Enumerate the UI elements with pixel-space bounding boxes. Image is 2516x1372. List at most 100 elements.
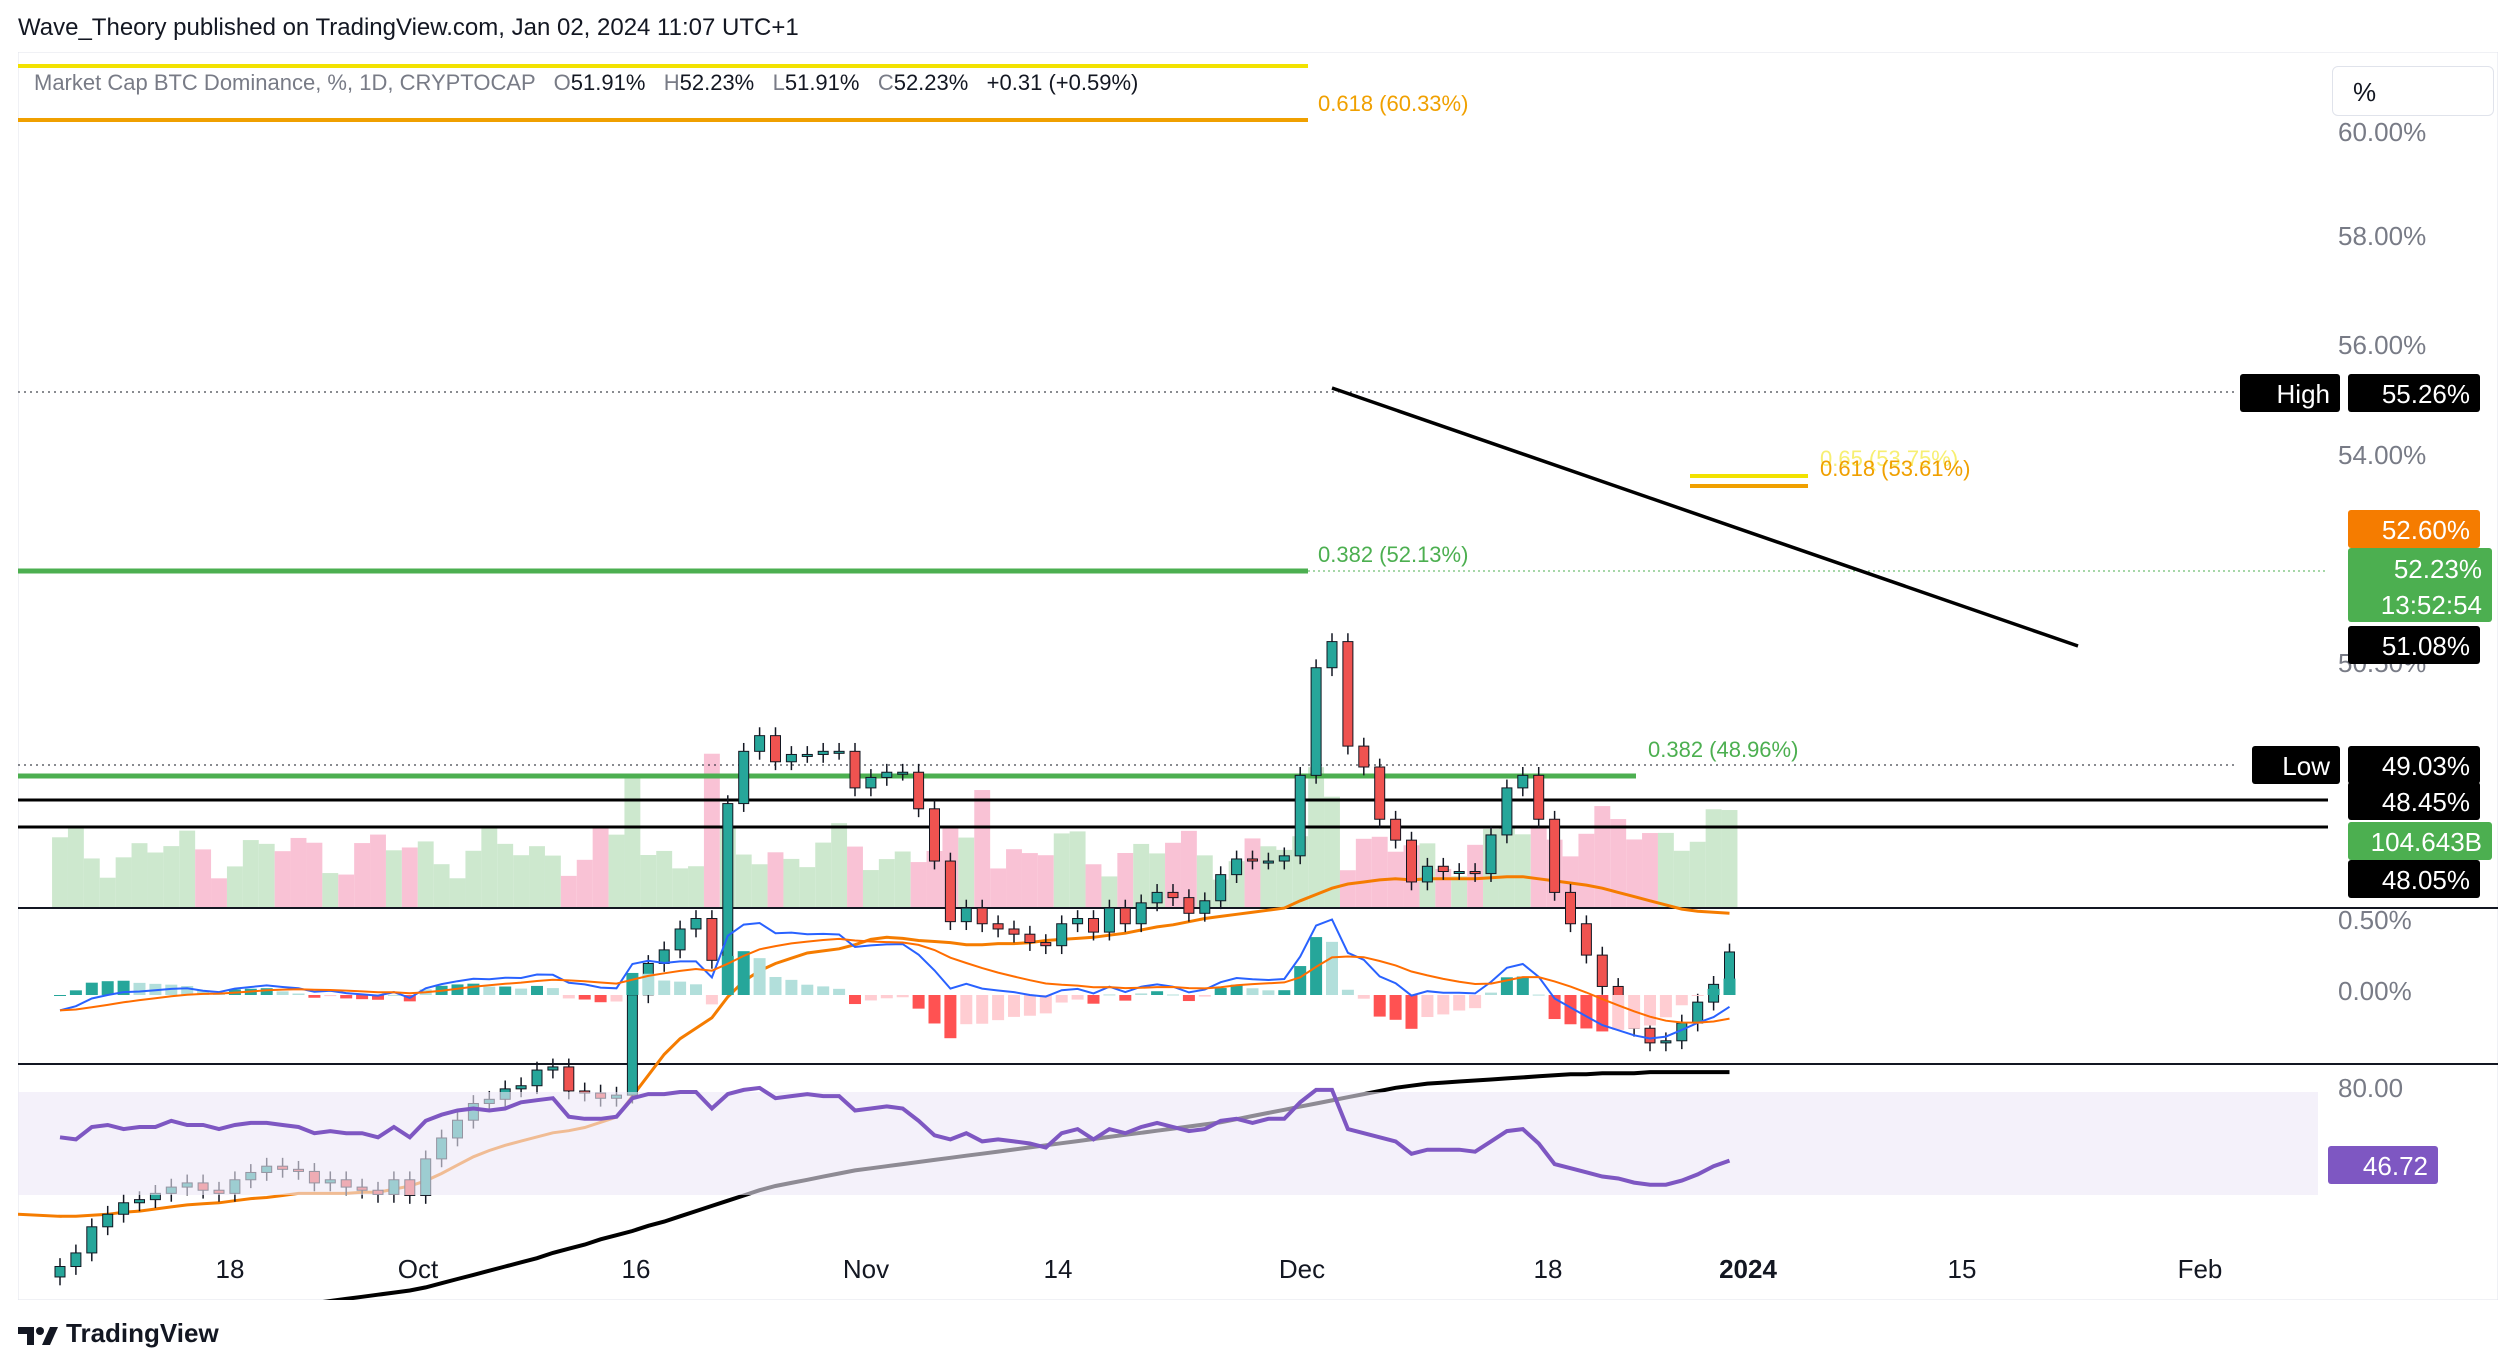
legend-low-label: L [772,70,785,95]
volume-bar [513,855,530,908]
candle [1167,884,1179,906]
x-axis-tick: Dec [1279,1254,1325,1284]
candle [1040,934,1052,955]
volume-bar [1339,870,1356,908]
macd-histogram-bar [1469,995,1482,1009]
candle-body [1549,818,1561,893]
candle-body [944,860,956,923]
level2-value-tag-bg [2348,860,2480,898]
macd-histogram-bar [1071,995,1084,1000]
high-value-tag-bg [2348,374,2480,412]
candle [738,742,750,812]
candle [1374,758,1386,828]
candle [1056,915,1068,955]
volume-bar [799,867,816,908]
volume-bar [449,878,466,908]
candle [1135,894,1147,933]
signal-line [59,937,1730,1024]
candle-body [1215,874,1227,902]
macd-histogram-bar [387,994,400,996]
macd-histogram-bar [546,988,559,995]
macd-histogram-bar [928,995,941,1024]
volume-bar [958,837,975,908]
candle [1326,633,1338,677]
low-label-tag-text: Low [2282,751,2330,781]
candle-body [1056,923,1068,947]
volume-bar [831,823,848,908]
high-label-tag: High [2240,374,2340,412]
legend-low: 51.91% [784,70,860,95]
macd-histogram-bar [880,995,893,999]
macd-histogram-bar [1230,984,1243,995]
volume-bar [1276,849,1293,908]
current-price-tag-bg [2348,548,2492,622]
macd-histogram-bar [515,988,528,995]
candle-body [1088,918,1099,933]
legend-open: 51.91% [570,70,646,95]
ema200-value-tag-bg [2348,626,2480,664]
chart-canvas[interactable]: 0.618 (60.33%) 0.65 (53.75%)0.618 (53.61%… [18,52,2498,1300]
candle [785,746,797,771]
volume-bar [67,828,84,908]
percent-scale-toggle[interactable]: % [2332,66,2494,116]
volume-bar [131,843,148,908]
candle [833,742,845,760]
volume-bar [1610,819,1627,908]
volume-bar [847,846,863,908]
macd-histogram-bar [1723,978,1736,995]
candle [1342,633,1354,755]
macd-histogram-bar [1675,995,1688,1006]
candle-body [1119,907,1131,925]
candle-body [865,776,877,789]
volume-bar [385,850,402,908]
macd-histogram-bar [1055,995,1068,1003]
macd-histogram-bar [1405,995,1418,1029]
volume-bar [179,830,196,908]
fib-label-orange-mid: 0.618 (53.61%) [1820,456,1970,481]
volume-bar [1498,827,1515,908]
macd-histogram-bar [1485,992,1497,995]
fib-label-yellow-mid: 0.65 (53.75%) [1820,446,1958,471]
candle [674,920,686,959]
level1-value-tag-text: 48.45% [2382,787,2470,817]
candle [1008,920,1020,943]
macd-histogram-bar [467,983,480,995]
publisher-header: Wave_Theory published on TradingView.com… [18,14,799,41]
candle-body [1151,891,1163,904]
macd-histogram-bar [292,993,305,995]
macd-histogram-bar [133,982,146,995]
fib-label-low: 0.382 (48.96%) [1648,737,1798,762]
candle [1469,863,1481,882]
volume-bar [306,842,323,908]
candle [992,915,1004,938]
macd-histogram-bar [976,995,989,1024]
macd-histogram-bar [705,995,718,1005]
candle [1517,767,1529,797]
volume-bar [878,859,895,908]
volume-bar [1037,855,1054,908]
candle-body [1517,774,1529,789]
volume-bar [1165,842,1181,908]
candle [881,763,893,786]
volume-bar [608,834,625,908]
volume-bar [401,847,418,908]
volume-bar [974,790,991,908]
candle-body [690,918,702,930]
macd-histogram-bar [801,984,814,995]
volume-bar [688,866,704,908]
current-price-value: 52.23% [2394,554,2482,584]
volume-bar [751,864,768,908]
rsi-band [18,1092,2318,1195]
candle-body [118,1202,130,1215]
candle [770,727,781,771]
candle-body [706,918,718,961]
volume-bar [910,862,927,908]
macd-histogram-bar [1294,966,1307,995]
candle [70,1244,82,1275]
macd-histogram-bar [753,958,766,995]
volume-bar [1657,832,1674,908]
candle [801,746,813,763]
candle-body [1183,897,1195,914]
candle-body [102,1213,114,1228]
y-axis-tick: 80.00 [2338,1073,2403,1103]
